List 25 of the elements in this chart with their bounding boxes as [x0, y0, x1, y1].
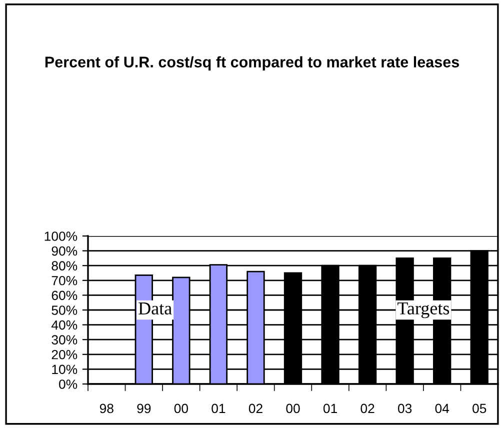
annotation: Targets	[398, 302, 450, 318]
y-tick-label: 80%	[52, 261, 78, 271]
x-tick-label: 02	[360, 404, 374, 414]
x-tick-label: 01	[323, 404, 337, 414]
y-tick-label: 0%	[59, 380, 78, 389]
y-tick-label: 50%	[52, 306, 78, 315]
y-tick-label: 10%	[52, 364, 78, 374]
x-tick-label: 04	[435, 404, 450, 414]
y-tick-label: 70%	[52, 276, 78, 286]
x-tick-label: 99	[137, 404, 151, 414]
y-tick-label: 20%	[52, 350, 78, 360]
y-tick-label: 40%	[51, 320, 78, 330]
y-tick-label: 90%	[52, 246, 78, 256]
annotation: Data	[138, 302, 172, 315]
y-tick-label: 30%	[52, 335, 78, 345]
x-tick-label: 00	[174, 404, 188, 414]
x-tick-label: 98	[100, 404, 114, 414]
chart-title: Percent of U.R. cost/sq ft compared to market rate leases	[45, 56, 459, 70]
x-tick-label: 05	[472, 404, 486, 414]
y-tick-label: 60%	[52, 290, 78, 300]
x-tick-label: 03	[398, 404, 412, 414]
y-tick-label: 100%	[44, 232, 78, 241]
x-tick-label: 00	[286, 404, 300, 414]
x-tick-label: 01	[212, 404, 226, 414]
x-tick-label: 02	[248, 404, 262, 414]
